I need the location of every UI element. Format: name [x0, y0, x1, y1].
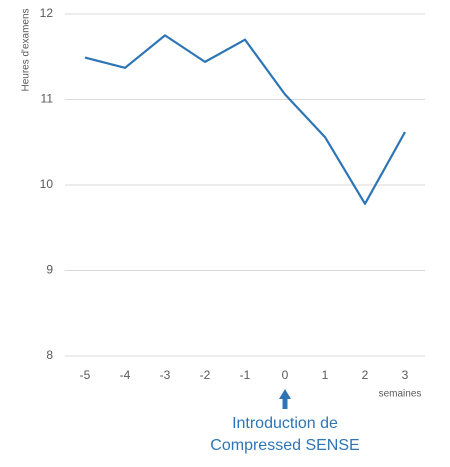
x-tick-label: 2	[362, 368, 369, 382]
y-tick-label: 10	[40, 177, 54, 191]
y-tick-label: 9	[46, 263, 53, 277]
x-tick-label: -1	[240, 368, 251, 382]
annotation: Compressed SENSE	[210, 437, 359, 454]
x-tick-label: 1	[322, 368, 329, 382]
annotation: Introduction de	[232, 415, 338, 432]
line	[84, 34, 406, 205]
y-tick-label: 12	[40, 6, 54, 20]
x-tick-label: -2	[200, 368, 211, 382]
y-tick-label: 8	[46, 348, 53, 362]
y-tick-label: 11	[41, 92, 54, 106]
x-tick-label: -5	[80, 368, 91, 382]
x-tick-label: -4	[120, 368, 131, 382]
x-tick-label: -3	[160, 368, 171, 382]
y-axis-label: Heures d'examens	[21, 8, 32, 91]
x-tick-label: 0	[282, 368, 289, 382]
x-tick-label: 3	[402, 368, 409, 382]
x-axis-label: semaines	[379, 389, 422, 400]
annotation-arrow	[279, 389, 291, 409]
